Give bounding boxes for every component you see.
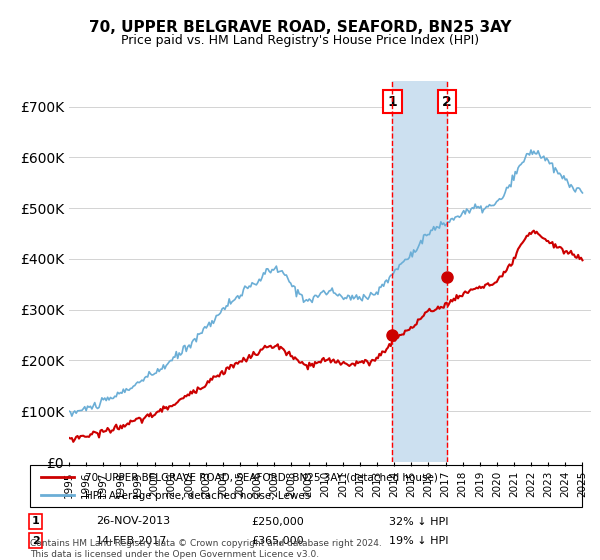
Text: 2: 2	[442, 95, 452, 109]
Text: £365,000: £365,000	[251, 535, 304, 545]
Text: £250,000: £250,000	[251, 516, 304, 526]
Text: 32% ↓ HPI: 32% ↓ HPI	[389, 516, 448, 526]
Text: 26-NOV-2013: 26-NOV-2013	[96, 516, 170, 526]
Bar	[392, 81, 447, 462]
Text: 1: 1	[32, 516, 40, 526]
Text: 1: 1	[388, 95, 397, 109]
Text: 2: 2	[32, 535, 40, 545]
Text: Price paid vs. HM Land Registry's House Price Index (HPI): Price paid vs. HM Land Registry's House …	[121, 34, 479, 46]
Text: 14-FEB-2017: 14-FEB-2017	[96, 535, 167, 545]
Text: 19% ↓ HPI: 19% ↓ HPI	[389, 535, 448, 545]
Text: HPI: Average price, detached house, Lewes: HPI: Average price, detached house, Lewe…	[85, 491, 310, 501]
Text: Contains HM Land Registry data © Crown copyright and database right 2024.
This d: Contains HM Land Registry data © Crown c…	[30, 539, 382, 559]
Text: 70, UPPER BELGRAVE ROAD, SEAFORD, BN25 3AY (detached house): 70, UPPER BELGRAVE ROAD, SEAFORD, BN25 3…	[85, 473, 438, 482]
Text: 70, UPPER BELGRAVE ROAD, SEAFORD, BN25 3AY: 70, UPPER BELGRAVE ROAD, SEAFORD, BN25 3…	[89, 20, 511, 35]
